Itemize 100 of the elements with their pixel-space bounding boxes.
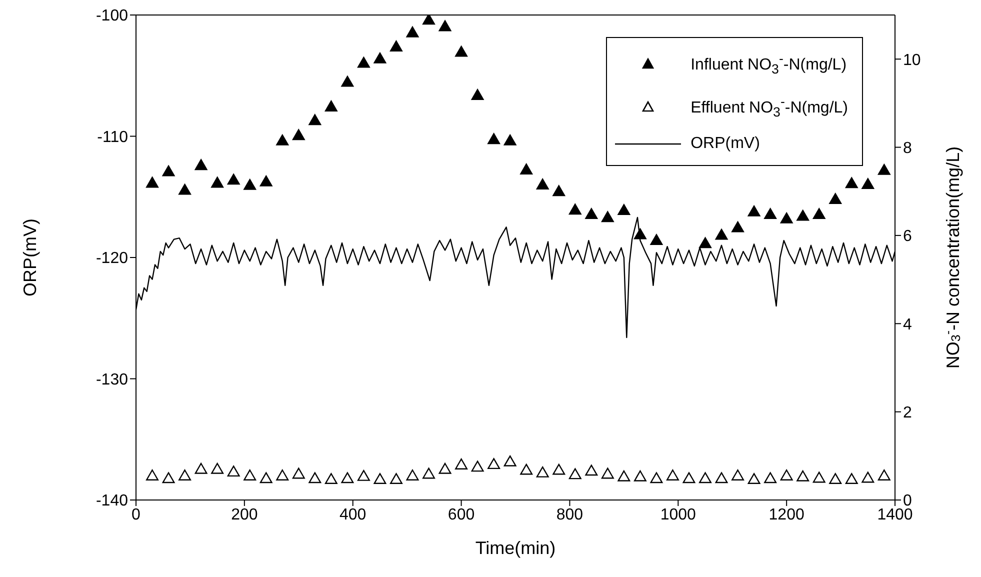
point xyxy=(552,185,566,196)
point xyxy=(732,470,744,480)
point xyxy=(488,133,500,144)
point xyxy=(552,464,566,475)
x-tick-label: 200 xyxy=(231,506,258,524)
point xyxy=(829,193,842,204)
point xyxy=(812,472,826,483)
point xyxy=(878,470,890,480)
point xyxy=(324,100,338,112)
point xyxy=(585,464,598,476)
legend-label: Effluent NO$_{3}$$^{-}$-N(mg/L) xyxy=(690,92,848,122)
y2-tick-label: 2 xyxy=(903,404,912,422)
point xyxy=(780,212,793,224)
point xyxy=(292,129,305,140)
point xyxy=(878,164,890,175)
point xyxy=(455,458,468,470)
point xyxy=(211,462,224,474)
point xyxy=(634,228,646,240)
point xyxy=(374,52,386,64)
point xyxy=(536,178,549,190)
point xyxy=(618,204,630,216)
point xyxy=(634,470,646,482)
point xyxy=(471,89,484,100)
x-tick-label: 1200 xyxy=(768,506,804,524)
point xyxy=(324,473,338,484)
point xyxy=(796,210,810,221)
point xyxy=(568,468,582,480)
legend-label: Influent NO$_{3}$$^{-}$-N(mg/L) xyxy=(690,50,847,79)
point xyxy=(780,470,793,480)
point xyxy=(146,176,158,188)
point xyxy=(178,184,192,195)
point xyxy=(308,114,322,126)
y-tick-label: -110 xyxy=(97,128,128,146)
point xyxy=(601,468,614,479)
point xyxy=(650,472,663,484)
point xyxy=(406,26,419,38)
point xyxy=(601,211,614,222)
point xyxy=(682,472,696,484)
point xyxy=(422,15,435,25)
point xyxy=(488,458,500,470)
point xyxy=(341,76,354,87)
x-tick-label: 400 xyxy=(340,506,366,524)
point xyxy=(438,462,452,474)
y2-tick-label: 8 xyxy=(903,140,912,157)
point xyxy=(146,470,158,480)
point xyxy=(568,204,582,215)
point xyxy=(862,472,874,483)
point xyxy=(748,473,760,484)
point xyxy=(585,208,598,220)
y-axis-title: ORP(mV) xyxy=(20,218,40,296)
point xyxy=(390,473,402,484)
point xyxy=(699,237,712,248)
point xyxy=(764,472,777,484)
point xyxy=(845,177,858,188)
point xyxy=(471,460,484,472)
point xyxy=(666,470,679,480)
point xyxy=(715,228,728,240)
point xyxy=(162,165,175,176)
x-tick-label: 800 xyxy=(556,506,584,524)
point xyxy=(308,472,322,484)
point xyxy=(618,470,630,482)
x-tick-label: 1400 xyxy=(877,506,913,524)
x-tick-label: 0 xyxy=(132,506,141,524)
point xyxy=(292,468,305,479)
y2-tick-label: 10 xyxy=(903,52,921,69)
y-tick-label: -140 xyxy=(96,492,128,510)
y-tick-label: -100 xyxy=(96,8,128,25)
point xyxy=(341,472,354,484)
point xyxy=(276,134,289,146)
point xyxy=(520,464,533,475)
point xyxy=(422,468,435,479)
point xyxy=(748,205,760,216)
point xyxy=(699,472,712,484)
point xyxy=(455,46,468,57)
y2-tick-label: 4 xyxy=(903,316,912,334)
x-tick-label: 1000 xyxy=(660,506,696,524)
point xyxy=(194,462,208,474)
point xyxy=(862,178,874,190)
point xyxy=(227,174,240,185)
x-axis-title: Time(min) xyxy=(475,538,556,558)
y2-tick-label: 6 xyxy=(903,228,912,246)
point xyxy=(390,40,402,52)
point xyxy=(796,470,810,482)
point xyxy=(829,473,842,484)
point xyxy=(732,221,744,232)
point xyxy=(260,472,272,484)
point xyxy=(260,175,272,186)
legend-label: ORP(mV) xyxy=(690,134,760,154)
y-tick-label: -120 xyxy=(96,250,128,268)
point xyxy=(357,56,370,68)
point xyxy=(244,470,256,480)
point xyxy=(504,455,516,466)
point xyxy=(406,470,419,480)
point xyxy=(504,134,516,146)
x-tick-label: 600 xyxy=(448,506,475,524)
point xyxy=(845,473,858,484)
point xyxy=(536,466,549,478)
point xyxy=(357,470,370,481)
point xyxy=(520,164,533,174)
point xyxy=(194,159,208,170)
